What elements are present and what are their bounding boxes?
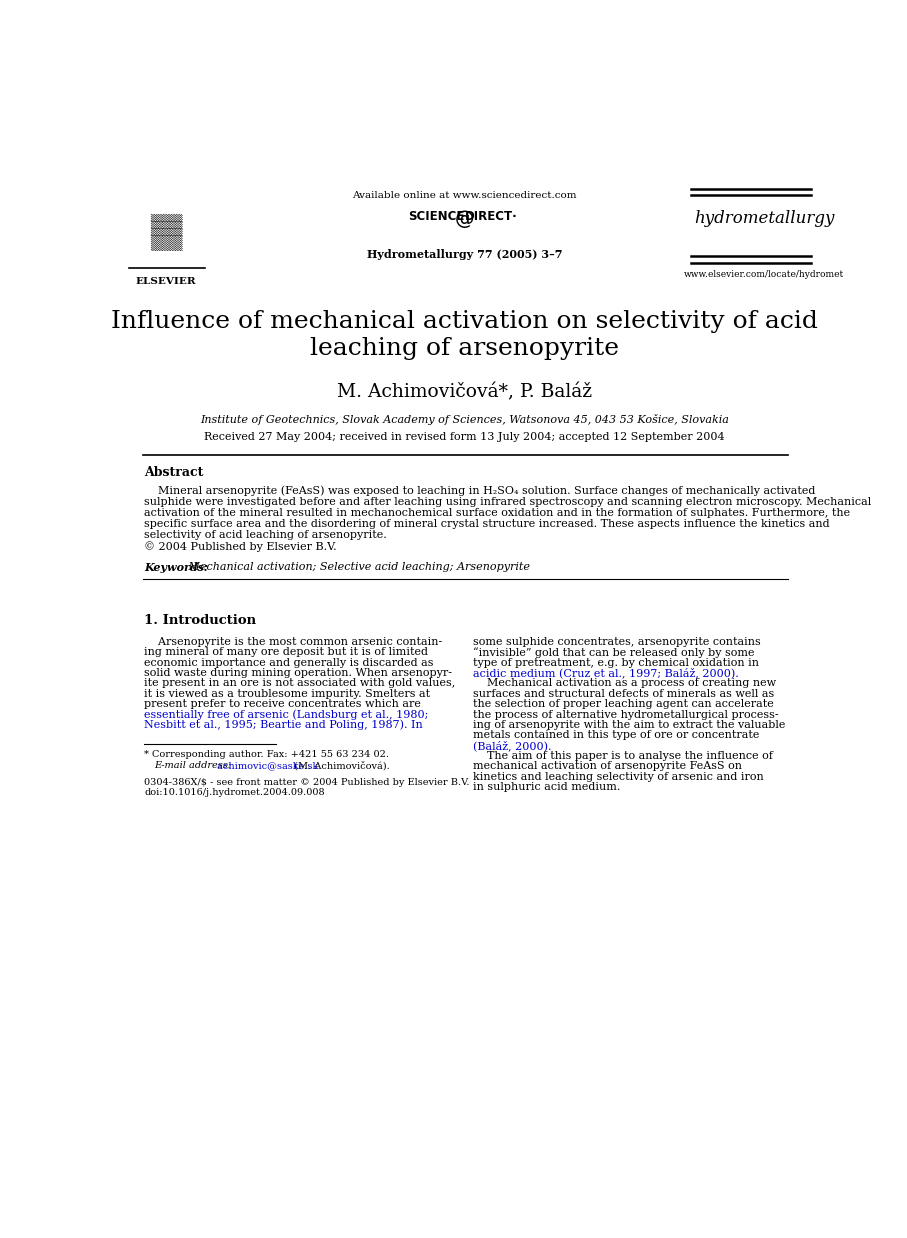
Text: Institute of Geotechnics, Slovak Academy of Sciences, Watsonova 45, 043 53 Košic: Institute of Geotechnics, Slovak Academy… [200,415,729,425]
Text: Hydrometallurgy 77 (2005) 3–7: Hydrometallurgy 77 (2005) 3–7 [366,249,562,260]
Text: * Corresponding author. Fax: +421 55 63 234 02.: * Corresponding author. Fax: +421 55 63 … [144,750,389,759]
Text: 1. Introduction: 1. Introduction [144,614,257,626]
Text: @: @ [454,210,474,229]
Text: ▒▒▒▒▒
▒▒▒▒▒
▒▒▒▒▒
▒▒▒▒▒
▒▒▒▒▒: ▒▒▒▒▒ ▒▒▒▒▒ ▒▒▒▒▒ ▒▒▒▒▒ ▒▒▒▒▒ [150,214,182,250]
Text: ing mineral of many ore deposit but it is of limited: ing mineral of many ore deposit but it i… [144,647,428,657]
Text: hydrometallurgy: hydrometallurgy [694,210,834,227]
Text: Keywords:: Keywords: [144,562,209,573]
Text: Mineral arsenopyrite (FeAsS) was exposed to leaching in H₂SO₄ solution. Surface : Mineral arsenopyrite (FeAsS) was exposed… [144,485,815,496]
Text: “invisible” gold that can be released only by some: “invisible” gold that can be released on… [473,647,755,657]
Text: Influence of mechanical activation on selectivity of acid: Influence of mechanical activation on se… [111,311,818,333]
Text: Received 27 May 2004; received in revised form 13 July 2004; accepted 12 Septemb: Received 27 May 2004; received in revise… [204,432,725,442]
Text: kinetics and leaching selectivity of arsenic and iron: kinetics and leaching selectivity of ars… [473,771,764,782]
Text: Nesbitt et al., 1995; Beartie and Poling, 1987). In: Nesbitt et al., 1995; Beartie and Poling… [144,721,424,730]
Text: ite present in an ore is not associated with gold values,: ite present in an ore is not associated … [144,678,455,688]
Text: activation of the mineral resulted in mechanochemical surface oxidation and in t: activation of the mineral resulted in me… [144,508,851,519]
Text: achimovic@saske.sk: achimovic@saske.sk [214,761,318,770]
Text: mechanical activation of arsenopyrite FeAsS on: mechanical activation of arsenopyrite Fe… [473,761,742,771]
Text: (M. Achimovičová).: (M. Achimovičová). [291,761,390,770]
Text: SCIENCE: SCIENCE [408,210,464,223]
Text: doi:10.1016/j.hydromet.2004.09.008: doi:10.1016/j.hydromet.2004.09.008 [144,789,325,797]
Text: www.elsevier.com/locate/hydromet: www.elsevier.com/locate/hydromet [684,270,844,280]
Text: Available online at www.sciencedirect.com: Available online at www.sciencedirect.co… [352,191,577,199]
Text: present prefer to receive concentrates which are: present prefer to receive concentrates w… [144,699,421,709]
Text: M. Achimovičová*, P. Baláž: M. Achimovičová*, P. Baláž [336,384,592,401]
Text: sulphide were investigated before and after leaching using infrared spectroscopy: sulphide were investigated before and af… [144,496,872,508]
Text: Mechanical activation; Selective acid leaching; Arsenopyrite: Mechanical activation; Selective acid le… [185,562,530,572]
Text: DIRECT·: DIRECT· [464,210,517,223]
Text: in sulphuric acid medium.: in sulphuric acid medium. [473,782,620,792]
Text: ing of arsenopyrite with the aim to extract the valuable: ing of arsenopyrite with the aim to extr… [473,721,785,730]
Text: acidic medium (Cruz et al., 1997; Baláž, 2000).: acidic medium (Cruz et al., 1997; Baláž,… [473,669,738,678]
Text: © 2004 Published by Elsevier B.V.: © 2004 Published by Elsevier B.V. [144,542,337,552]
Text: the process of alternative hydrometallurgical process-: the process of alternative hydrometallur… [473,709,778,719]
Text: selectivity of acid leaching of arsenopyrite.: selectivity of acid leaching of arsenopy… [144,530,387,541]
Text: Abstract: Abstract [144,465,204,479]
Text: some sulphide concentrates, arsenopyrite contains: some sulphide concentrates, arsenopyrite… [473,636,761,646]
Text: type of pretreatment, e.g. by chemical oxidation in: type of pretreatment, e.g. by chemical o… [473,657,759,667]
Text: surfaces and structural defects of minerals as well as: surfaces and structural defects of miner… [473,688,775,698]
Text: ELSEVIER: ELSEVIER [136,277,197,286]
Text: economic importance and generally is discarded as: economic importance and generally is dis… [144,657,434,667]
Text: essentially free of arsenic (Landsburg et al., 1980;: essentially free of arsenic (Landsburg e… [144,709,429,721]
Text: Arsenopyrite is the most common arsenic contain-: Arsenopyrite is the most common arsenic … [144,636,443,646]
Text: 0304-386X/$ - see front matter © 2004 Published by Elsevier B.V.: 0304-386X/$ - see front matter © 2004 Pu… [144,777,470,787]
Text: the selection of proper leaching agent can accelerate: the selection of proper leaching agent c… [473,699,774,709]
Text: leaching of arsenopyrite: leaching of arsenopyrite [310,337,619,360]
Text: (Baláž, 2000).: (Baláž, 2000). [473,740,551,751]
Text: specific surface area and the disordering of mineral crystal structure increased: specific surface area and the disorderin… [144,519,830,530]
Text: it is viewed as a troublesome impurity. Smelters at: it is viewed as a troublesome impurity. … [144,688,431,698]
Text: metals contained in this type of ore or concentrate: metals contained in this type of ore or … [473,730,759,740]
Text: E-mail address:: E-mail address: [153,761,230,770]
Text: The aim of this paper is to analyse the influence of: The aim of this paper is to analyse the … [473,751,773,761]
Text: solid waste during mining operation. When arsenopyr-: solid waste during mining operation. Whe… [144,669,453,678]
Text: Mechanical activation as a process of creating new: Mechanical activation as a process of cr… [473,678,776,688]
